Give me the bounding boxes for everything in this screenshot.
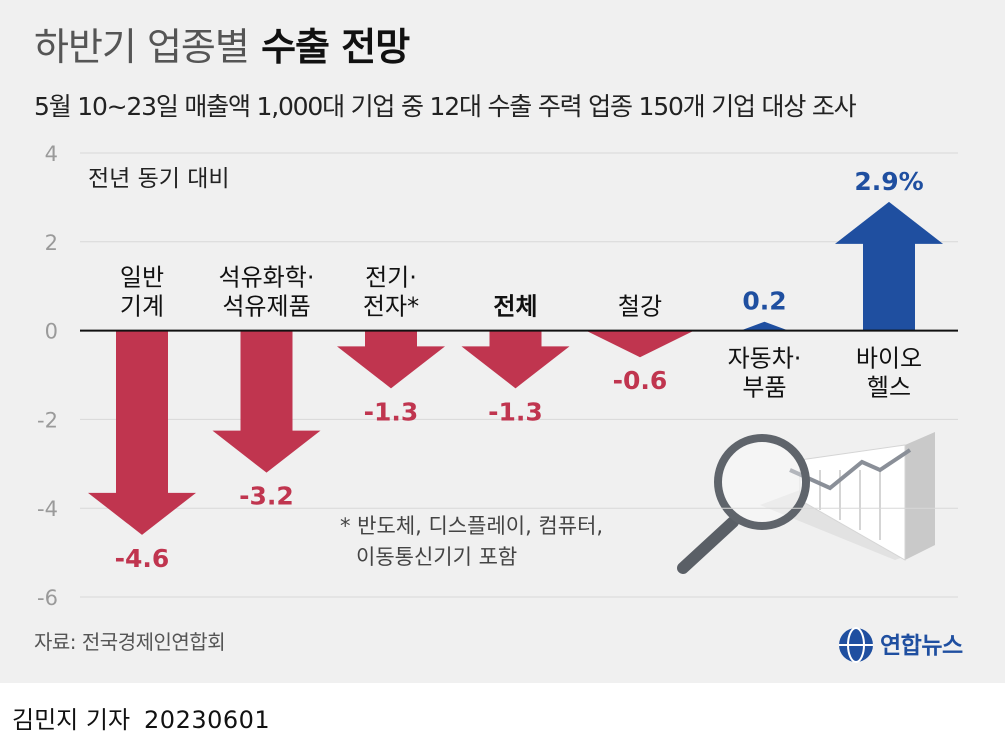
category-label: 전기·: [365, 264, 417, 292]
category-label: 기계: [120, 293, 164, 321]
footnote-line: * 반도체, 디스플레이, 컴퓨터,: [340, 514, 603, 538]
data-label: -1.3: [488, 397, 543, 426]
category-label: 석유화학·: [219, 264, 315, 292]
y-tick-label: -2: [37, 408, 58, 432]
data-label: 0.2: [742, 287, 786, 316]
title-light: 하반기 업종별: [34, 25, 250, 69]
chart-title: 하반기 업종별 수출 전망: [34, 24, 410, 70]
bar-arrow-0: [88, 330, 196, 535]
category-label: 헬스: [867, 374, 911, 402]
y-tick-label: 4: [45, 142, 58, 166]
bar-arrow-4: [586, 330, 694, 358]
y-tick-label: -6: [37, 586, 58, 610]
data-label: -4.6: [115, 544, 170, 573]
bar-arrow-5: [740, 321, 789, 331]
data-label: 2.9%: [854, 167, 923, 196]
category-label: 바이오: [856, 345, 922, 373]
y-tick-label: -4: [37, 497, 58, 521]
y-tick-label: 2: [45, 231, 58, 255]
magnifier-chart-illustration: [677, 432, 935, 574]
category-label: 자동차·: [728, 345, 802, 373]
category-label: 철강: [618, 293, 662, 321]
logo-globe-icon: [839, 627, 873, 663]
bar-arrow-3: [461, 330, 570, 389]
publish-date: 20230601: [144, 706, 271, 734]
data-label: -3.2: [239, 482, 294, 511]
category-label: 석유제품: [222, 293, 310, 321]
footnote-line: 이동통신기기 포함: [356, 545, 517, 569]
category-label: 전자*: [363, 293, 419, 321]
data-label: -0.6: [613, 366, 668, 395]
magnifier-icon: [714, 434, 810, 530]
reporter-name: 김민지 기자: [12, 706, 131, 734]
category-label: 전체: [493, 293, 537, 321]
bar-arrow-1: [212, 330, 321, 473]
category-label: 부품: [742, 374, 786, 402]
data-label: -1.3: [364, 397, 419, 426]
source-note: 자료: 전국경제인연합회: [34, 630, 226, 654]
illustration-side: [905, 432, 935, 560]
infographic-panel: 하반기 업종별 수출 전망 5월 10~23일 매출액 1,000대 기업 중 …: [0, 0, 1005, 683]
category-label: 일반: [120, 264, 164, 292]
title-bold: 수출 전망: [261, 25, 410, 69]
bar-arrow-2: [337, 330, 445, 389]
y-axis-label: 전년 동기 대비: [88, 166, 230, 192]
illustration-panel: [799, 444, 906, 561]
yonhap-logo: 연합뉴스: [836, 622, 996, 666]
illustration-trend-line: [789, 448, 912, 491]
byline: 김민지 기자 20230601: [12, 700, 270, 735]
y-tick-label: 0: [45, 320, 58, 344]
bar-arrow-6: [835, 201, 943, 331]
logo-text: 연합뉴스: [880, 633, 963, 659]
magnifier-handle-icon: [677, 516, 739, 574]
chart-subtitle: 5월 10~23일 매출액 1,000대 기업 중 12대 수출 주력 업종 1…: [34, 92, 857, 121]
